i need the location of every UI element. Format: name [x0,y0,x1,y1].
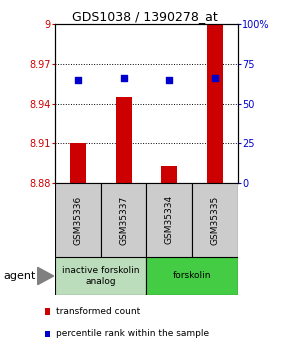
Bar [146,257,238,295]
Point [76,77,80,82]
Text: GSM35337: GSM35337 [119,195,128,245]
Text: forskolin: forskolin [173,272,211,280]
Text: agent: agent [3,271,35,281]
Bar [116,97,132,183]
Bar [45,331,50,337]
Bar [70,143,86,183]
Bar [161,166,177,183]
Text: transformed count: transformed count [56,307,140,316]
Bar [55,257,146,295]
Polygon shape [38,267,54,285]
Point [213,75,217,81]
Bar [55,183,101,257]
Point [167,77,172,82]
Text: GDS1038 / 1390278_at: GDS1038 / 1390278_at [72,10,218,23]
Bar [101,183,146,257]
Text: GSM35334: GSM35334 [165,195,174,245]
Bar [207,24,223,183]
Bar [192,183,238,257]
Text: GSM35336: GSM35336 [73,195,82,245]
Bar [45,308,50,315]
Bar [146,183,192,257]
Text: percentile rank within the sample: percentile rank within the sample [56,329,209,338]
Text: GSM35335: GSM35335 [211,195,220,245]
Point [121,75,126,81]
Text: inactive forskolin
analog: inactive forskolin analog [62,266,139,286]
